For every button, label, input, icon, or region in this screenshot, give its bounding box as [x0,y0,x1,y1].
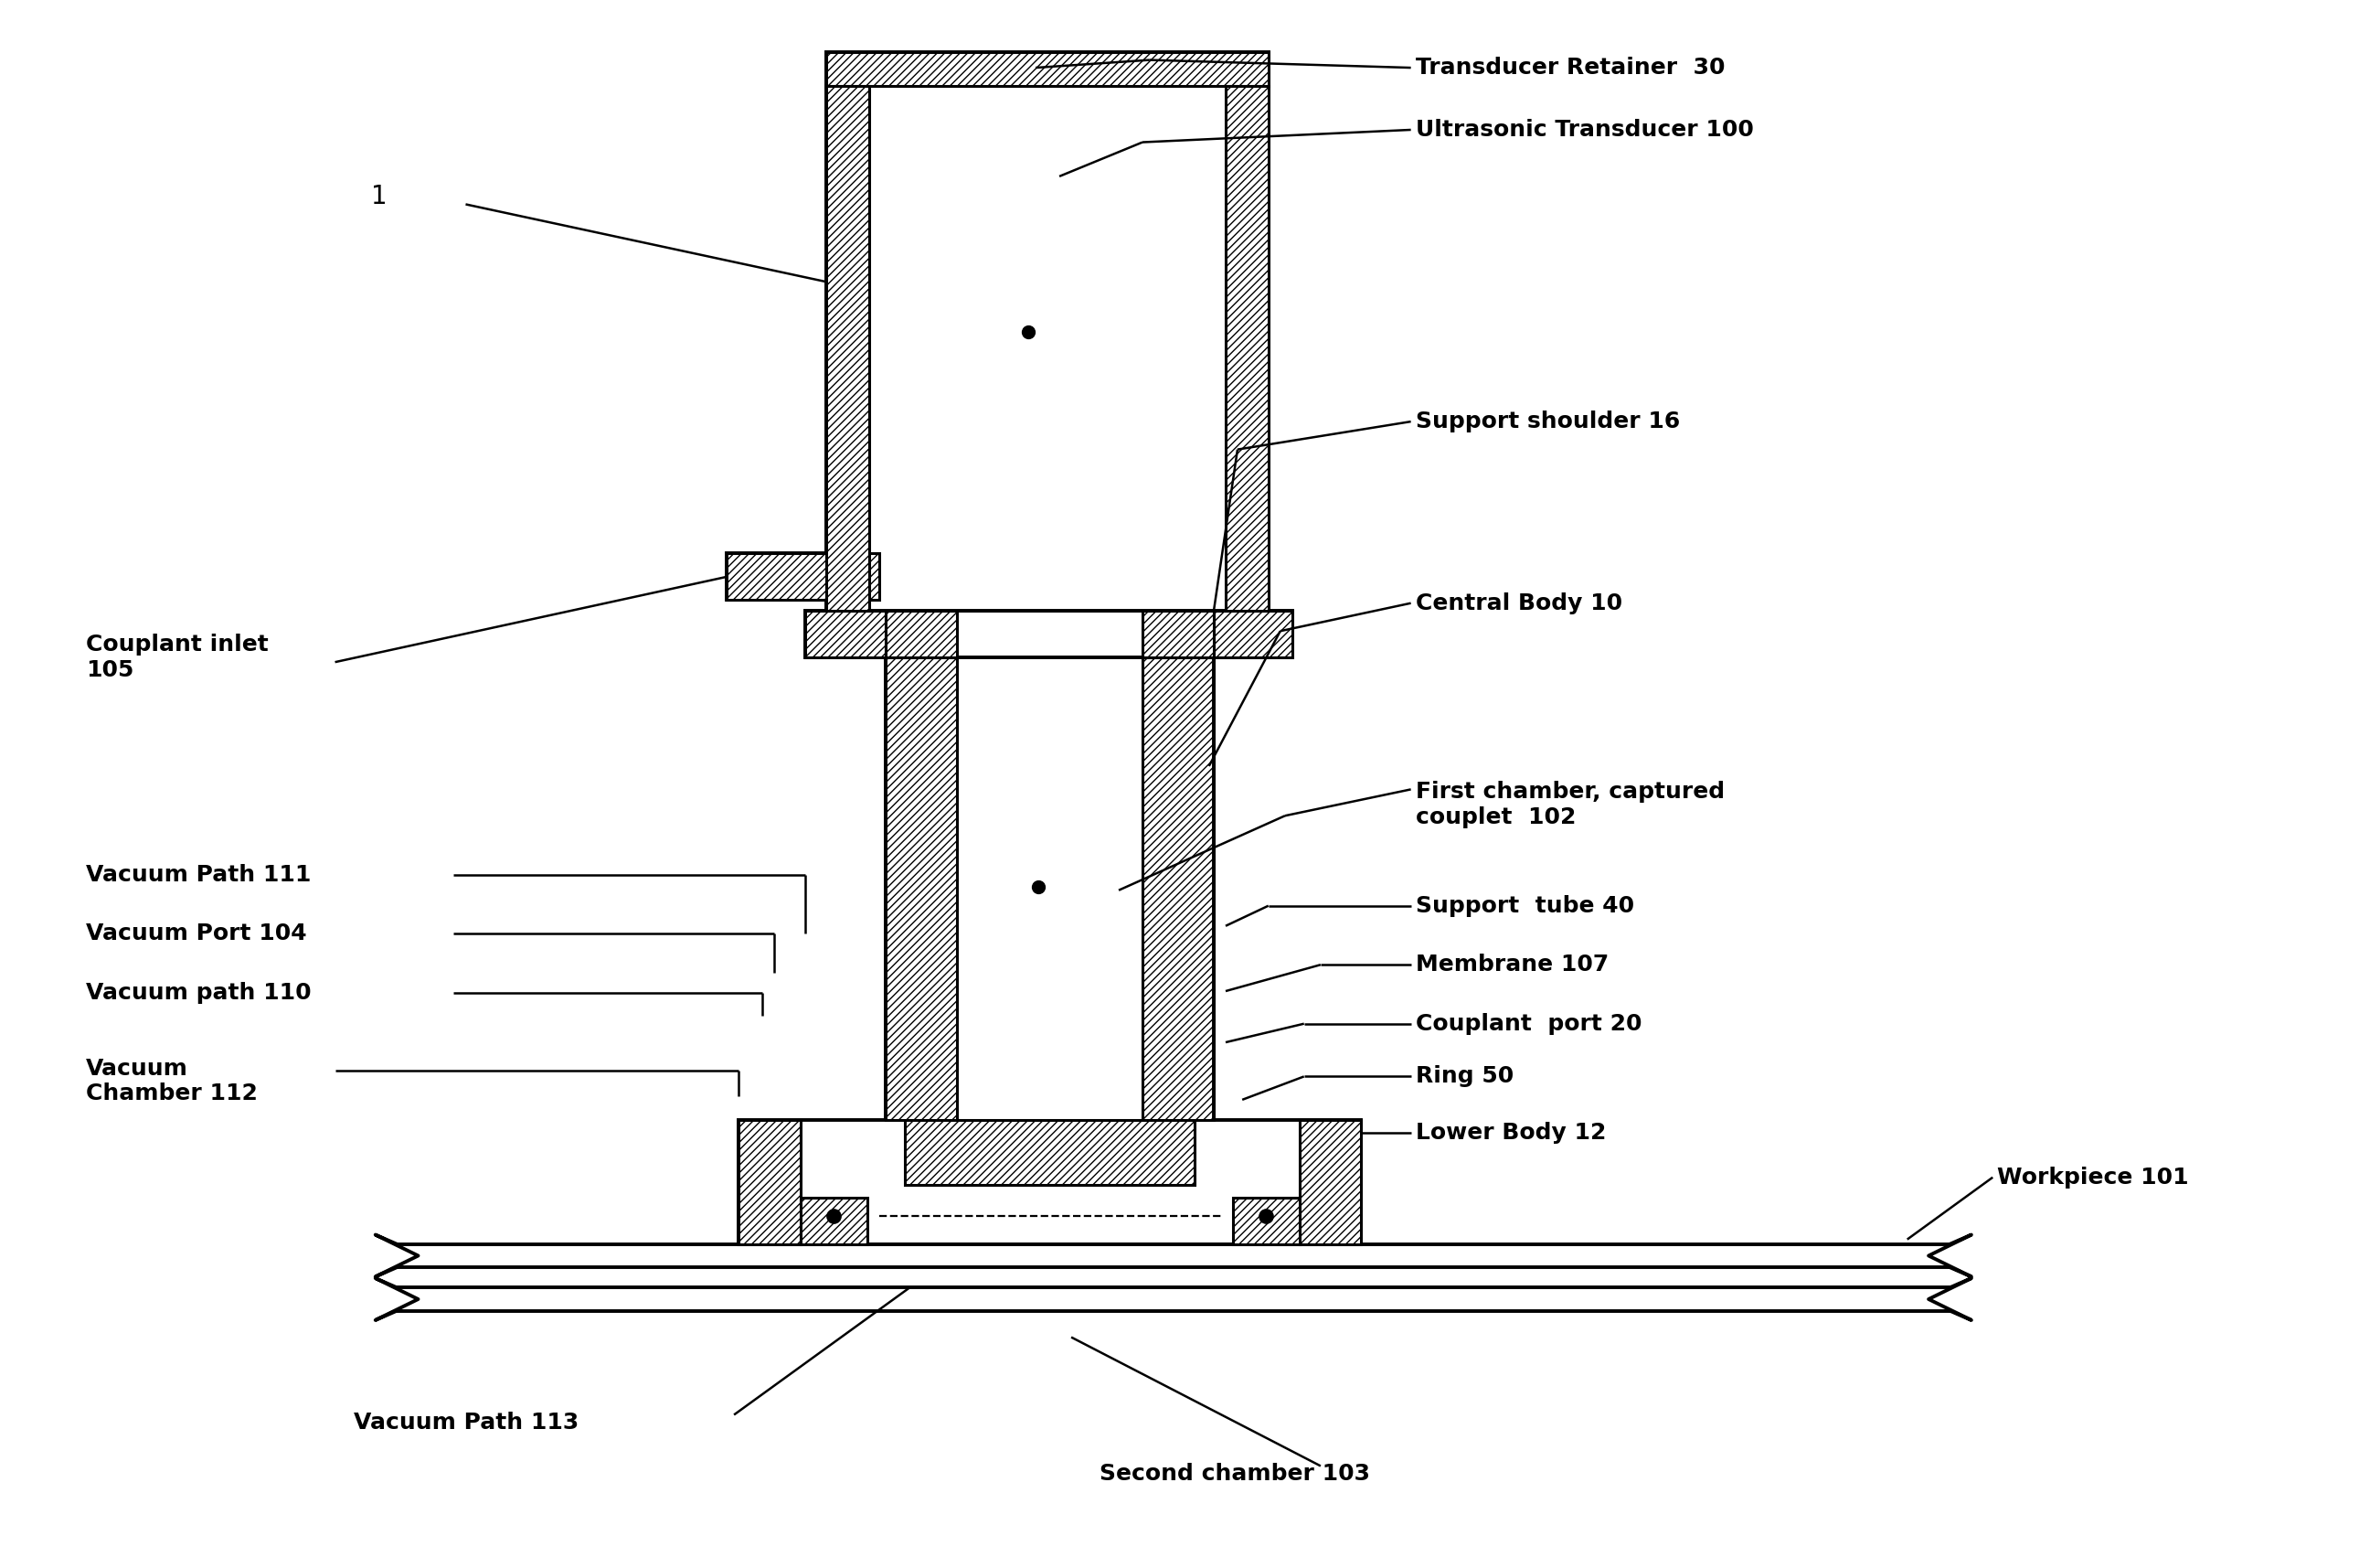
Text: Couplant inlet
105: Couplant inlet 105 [86,634,269,680]
Bar [804,610,885,657]
Bar [800,1197,866,1244]
Text: Support shoulder 16: Support shoulder 16 [1416,411,1680,433]
Text: Lower Body 12: Lower Body 12 [1416,1121,1606,1143]
Text: Central Body 10: Central Body 10 [1416,592,1623,613]
Text: Second chamber 103: Second chamber 103 [1100,1462,1371,1485]
Bar [826,53,1269,86]
Text: 1: 1 [371,184,388,209]
Text: Vacuum Path 111: Vacuum Path 111 [86,864,312,886]
Bar [1226,86,1269,610]
Bar [738,1119,800,1244]
Text: Transducer Retainer  30: Transducer Retainer 30 [1416,56,1725,79]
Bar [738,1119,1361,1244]
Text: First chamber, captured
couplet  102: First chamber, captured couplet 102 [1416,782,1725,828]
Bar [1299,1119,1361,1244]
Bar [885,610,957,657]
Bar [885,657,957,1119]
Bar [1142,610,1214,657]
Bar [957,657,1142,1119]
Text: Vacuum Port 104: Vacuum Port 104 [86,923,307,945]
Text: Ring 50: Ring 50 [1416,1065,1514,1087]
Bar [804,610,1292,657]
Text: Membrane 107: Membrane 107 [1416,954,1609,976]
Bar [726,553,885,599]
Bar [726,553,878,599]
Bar [1233,1197,1299,1244]
Text: Vacuum
Chamber 112: Vacuum Chamber 112 [86,1057,257,1105]
Bar [1142,657,1214,1119]
Text: Ultrasonic Transducer 100: Ultrasonic Transducer 100 [1416,118,1754,140]
Text: Workpiece 101: Workpiece 101 [1997,1166,2190,1188]
Text: Vacuum path 110: Vacuum path 110 [86,982,312,1004]
Bar [1214,610,1292,657]
Bar [904,1119,1195,1185]
Text: Couplant  port 20: Couplant port 20 [1416,1012,1642,1035]
Text: Vacuum Path 113: Vacuum Path 113 [355,1412,578,1434]
Bar [826,53,1269,610]
Bar [826,86,869,610]
Text: Support  tube 40: Support tube 40 [1416,895,1635,917]
